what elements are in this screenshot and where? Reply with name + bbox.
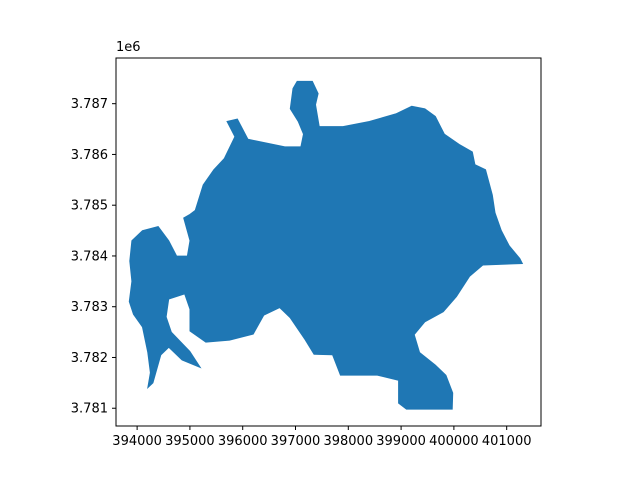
x-tick-label: 400000 <box>429 434 479 449</box>
y-tick-label: 3.784 <box>71 249 108 264</box>
x-tick-label: 394000 <box>112 434 162 449</box>
x-tick-label: 396000 <box>218 434 268 449</box>
axes-frame <box>115 57 542 427</box>
x-tick-label: 397000 <box>271 434 321 449</box>
y-offset-label: 1e6 <box>116 40 141 55</box>
y-tick-label: 3.782 <box>71 351 108 366</box>
map-layer <box>128 80 524 410</box>
y-tick-label: 3.787 <box>71 97 108 112</box>
y-axis: 3.781 3.782 3.783 3.784 3.785 3.786 3.787 <box>71 97 116 417</box>
x-tick-label: 401000 <box>482 434 532 449</box>
x-tick-label: 399000 <box>376 434 426 449</box>
x-tick-label: 398000 <box>323 434 373 449</box>
y-tick-label: 3.786 <box>71 148 108 163</box>
y-tick-label: 3.781 <box>71 402 108 417</box>
y-tick-label: 3.785 <box>71 199 108 214</box>
y-tick-label: 3.783 <box>71 300 108 315</box>
x-tick-label: 395000 <box>165 434 215 449</box>
map-region-polygon <box>128 80 524 410</box>
x-axis: 394000 395000 396000 397000 398000 399000 4000… <box>112 426 532 449</box>
